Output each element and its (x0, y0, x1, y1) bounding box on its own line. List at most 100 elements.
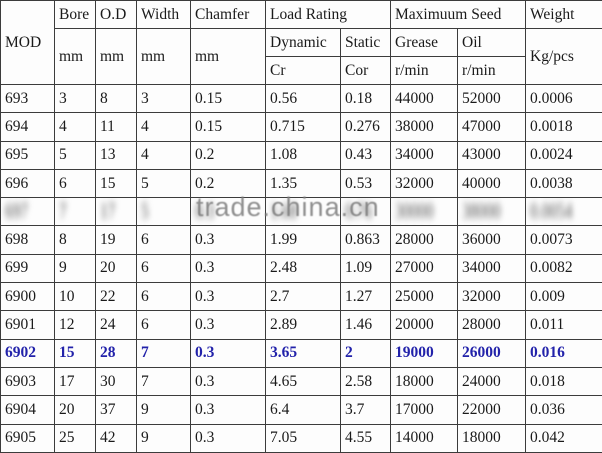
table-row: 6903 17 30 7 0.3 4.65 2.58 18000 24000 0… (0, 366, 602, 397)
cell-mod: 693 (0, 83, 55, 114)
cell-od: 8 (95, 83, 137, 114)
cell-bore: 15 (54, 338, 96, 368)
cell-od: 19 (95, 225, 137, 255)
cell-bore: 20 (54, 395, 96, 425)
cell-cr: 3.65 (265, 338, 341, 368)
cell-grease: 34000 (390, 140, 458, 170)
cell-bore: 7 (54, 197, 96, 227)
cell-cr: 1.68 (265, 197, 341, 227)
cell-grease: 19000 (390, 338, 458, 368)
cell-cor: 3.7 (340, 395, 391, 425)
header-od-unit: mm (95, 28, 137, 85)
cell-width: 6 (136, 310, 191, 340)
cell-oil: 24000 (457, 366, 526, 397)
cell-width: 6 (136, 253, 191, 284)
cell-width: 7 (136, 338, 191, 368)
cell-width: 7 (136, 366, 191, 397)
header-bore: Bore (54, 0, 96, 29)
cell-mod: 6901 (0, 310, 55, 340)
cell-weight: 0.011 (525, 310, 602, 340)
cell-cr: 0.715 (265, 112, 341, 142)
header-width-unit: mm (136, 28, 191, 85)
cell-weight: 0.042 (525, 423, 602, 453)
table-row: 6901 12 24 6 0.3 2.89 1.46 20000 28000 0… (0, 310, 602, 340)
cell-bore: 4 (54, 112, 96, 142)
cell-cor: 4.55 (340, 423, 391, 453)
cell-grease: 25000 (390, 282, 458, 312)
cell-weight: 0.016 (525, 338, 602, 368)
cell-mod: 6905 (0, 423, 55, 453)
cell-grease: 27000 (390, 253, 458, 284)
cell-chamfer: 0.3 (190, 197, 266, 227)
header-max-speed: Maximuum Seed (390, 0, 526, 29)
cell-weight: 0.0073 (525, 225, 602, 255)
cell-weight: 0.0054 (525, 197, 602, 227)
cell-mod: 6902 (0, 338, 55, 368)
table-row: 6904 20 37 9 0.3 6.4 3.7 17000 22000 0.0… (0, 395, 602, 425)
cell-width: 4 (136, 112, 191, 142)
cell-chamfer: 0.3 (190, 338, 266, 368)
cell-oil: 43000 (457, 140, 526, 170)
cell-oil: 47000 (457, 112, 526, 142)
header-grease-unit: r/min (390, 56, 458, 85)
cell-oil: 28000 (457, 310, 526, 340)
cell-oil: 52000 (457, 83, 526, 114)
cell-mod: 697 (0, 197, 55, 227)
cell-od: 11 (95, 112, 137, 142)
cell-cor: 0.43 (340, 140, 391, 170)
table-body: 693 3 8 3 0.15 0.56 0.18 44000 52000 0.0… (0, 83, 602, 453)
header-od: O.D (95, 0, 137, 29)
cell-od: 30 (95, 366, 137, 397)
table-row: 6902 15 28 7 0.3 3.65 2 19000 26000 0.01… (0, 338, 602, 368)
header-row-3: Cr Cor r/min r/min (1, 56, 602, 85)
header-chamfer: Chamfer (190, 0, 266, 29)
cell-grease: 14000 (390, 423, 458, 453)
cell-mod: 695 (0, 140, 55, 170)
header-bore-unit: mm (54, 28, 96, 85)
header-static: Static (340, 28, 391, 57)
cell-cor: 0.76 (340, 197, 391, 227)
header-weight: Weight (525, 0, 602, 29)
cell-chamfer: 0.3 (190, 395, 266, 425)
cell-cor: 2.58 (340, 366, 391, 397)
cell-cor: 1.27 (340, 282, 391, 312)
cell-cr: 4.65 (265, 366, 341, 397)
cell-width: 3 (136, 83, 191, 114)
cell-mod: 6904 (0, 395, 55, 425)
cell-od: 13 (95, 140, 137, 170)
cell-mod: 696 (0, 168, 55, 199)
cell-bore: 9 (54, 253, 96, 284)
cell-cor: 0.53 (340, 168, 391, 199)
table-row: 6900 10 22 6 0.3 2.7 1.27 25000 32000 0.… (0, 282, 602, 312)
table-row: 693 3 8 3 0.15 0.56 0.18 44000 52000 0.0… (0, 83, 602, 114)
cell-cr: 6.4 (265, 395, 341, 425)
cell-grease: 38000 (390, 112, 458, 142)
cell-cor: 0.276 (340, 112, 391, 142)
cell-cr: 0.56 (265, 83, 341, 114)
cell-width: 4 (136, 140, 191, 170)
cell-od: 22 (95, 282, 137, 312)
cell-od: 15 (95, 168, 137, 199)
cell-chamfer: 0.2 (190, 168, 266, 199)
cell-mod: 6903 (0, 366, 55, 397)
cell-chamfer: 0.3 (190, 253, 266, 284)
header-row-2: mm mm mm mm Dynamic Static Grease Oil Kg… (1, 28, 602, 85)
header-load-rating: Load Rating (265, 0, 391, 29)
cell-cr: 1.35 (265, 168, 341, 199)
cell-mod: 699 (0, 253, 55, 284)
cell-chamfer: 0.3 (190, 282, 266, 312)
cell-chamfer: 0.15 (190, 112, 266, 142)
cell-cr: 1.08 (265, 140, 341, 170)
cell-cr: 2.89 (265, 310, 341, 340)
cell-cr: 2.48 (265, 253, 341, 284)
table-row: 696 6 15 5 0.2 1.35 0.53 32000 40000 0.0… (0, 168, 602, 199)
header-row-1: MOD Bore O.D Width Chamfer Load Rating M… (0, 0, 602, 85)
cell-od: 17 (95, 197, 137, 227)
cell-weight: 0.0038 (525, 168, 602, 199)
cell-cr: 2.7 (265, 282, 341, 312)
cell-weight: 0.0018 (525, 112, 602, 142)
cell-od: 24 (95, 310, 137, 340)
cell-oil: 40000 (457, 168, 526, 199)
